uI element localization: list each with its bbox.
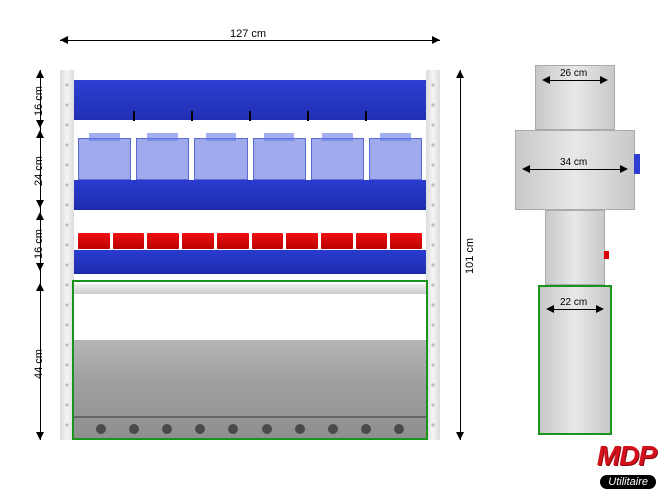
seg4-ad xyxy=(36,432,44,440)
dim-right-arrow-d xyxy=(456,432,464,440)
red-bin xyxy=(286,233,318,249)
blue-bin xyxy=(78,138,131,180)
blue-bin xyxy=(311,138,364,180)
highlight-box-front xyxy=(72,280,428,440)
red-bin xyxy=(113,233,145,249)
red-bin xyxy=(182,233,214,249)
shelf-mid xyxy=(74,180,426,210)
logo-brand: MDP xyxy=(597,440,656,472)
side-panel-3 xyxy=(545,210,605,285)
side-panel-mid: 34 cm xyxy=(515,130,635,210)
red-bin xyxy=(147,233,179,249)
dim-right-arrow-u xyxy=(456,70,464,78)
dim-side-top: 26 cm xyxy=(560,68,587,79)
dim-top-line xyxy=(60,40,440,41)
side-dim-line-1 xyxy=(544,80,606,81)
sd1-ar xyxy=(600,76,608,84)
dim-seg1: 16 cm xyxy=(33,86,45,116)
post-right xyxy=(426,70,440,440)
seg3-au xyxy=(36,212,44,220)
blue-bin xyxy=(369,138,422,180)
sd2-ar xyxy=(620,165,628,173)
side-view: 26 cm 34 cm 22 cm xyxy=(510,65,640,440)
red-bins-row xyxy=(78,233,422,249)
seg1-ad xyxy=(36,120,44,128)
red-bin xyxy=(390,233,422,249)
blue-bin xyxy=(194,138,247,180)
seg2-au xyxy=(36,130,44,138)
seg2-ad xyxy=(36,200,44,208)
seg4-au xyxy=(36,283,44,291)
dim-side-mid: 34 cm xyxy=(560,157,587,168)
side-dim-line-3 xyxy=(548,309,602,310)
dim-seg2: 24 cm xyxy=(33,156,45,186)
sd1-al xyxy=(542,76,550,84)
blue-bin xyxy=(253,138,306,180)
side-panel-top: 26 cm xyxy=(535,65,615,130)
dim-top-arrow-r xyxy=(432,36,440,44)
seg3-ad xyxy=(36,263,44,271)
front-view xyxy=(60,70,440,440)
dim-total-width: 127 cm xyxy=(230,28,266,40)
sd3-ar xyxy=(596,305,604,313)
red-bin xyxy=(252,233,284,249)
dim-side-bottom: 22 cm xyxy=(560,297,587,308)
sd2-al xyxy=(522,165,530,173)
red-bin xyxy=(78,233,110,249)
red-bin xyxy=(321,233,353,249)
seg1-au xyxy=(36,70,44,78)
logo-subtitle: Utilitaire xyxy=(600,475,656,489)
dim-seg4: 44 cm xyxy=(33,349,45,379)
shelf-low xyxy=(74,250,426,274)
side-panel-bottom: 22 cm xyxy=(538,285,612,435)
blue-bin xyxy=(136,138,189,180)
red-bin xyxy=(356,233,388,249)
lower-compartment xyxy=(74,280,426,440)
brand-logo: MDP Utilitaire xyxy=(597,440,656,490)
dim-seg3: 16 cm xyxy=(33,229,45,259)
sd3-al xyxy=(546,305,554,313)
hooks-row xyxy=(74,80,426,98)
dim-top-arrow-l xyxy=(60,36,68,44)
red-bin xyxy=(217,233,249,249)
blue-bins-row xyxy=(74,138,426,180)
dim-right-line xyxy=(460,70,461,440)
dim-total-height: 101 cm xyxy=(464,238,476,274)
side-dim-line-2 xyxy=(524,169,626,170)
